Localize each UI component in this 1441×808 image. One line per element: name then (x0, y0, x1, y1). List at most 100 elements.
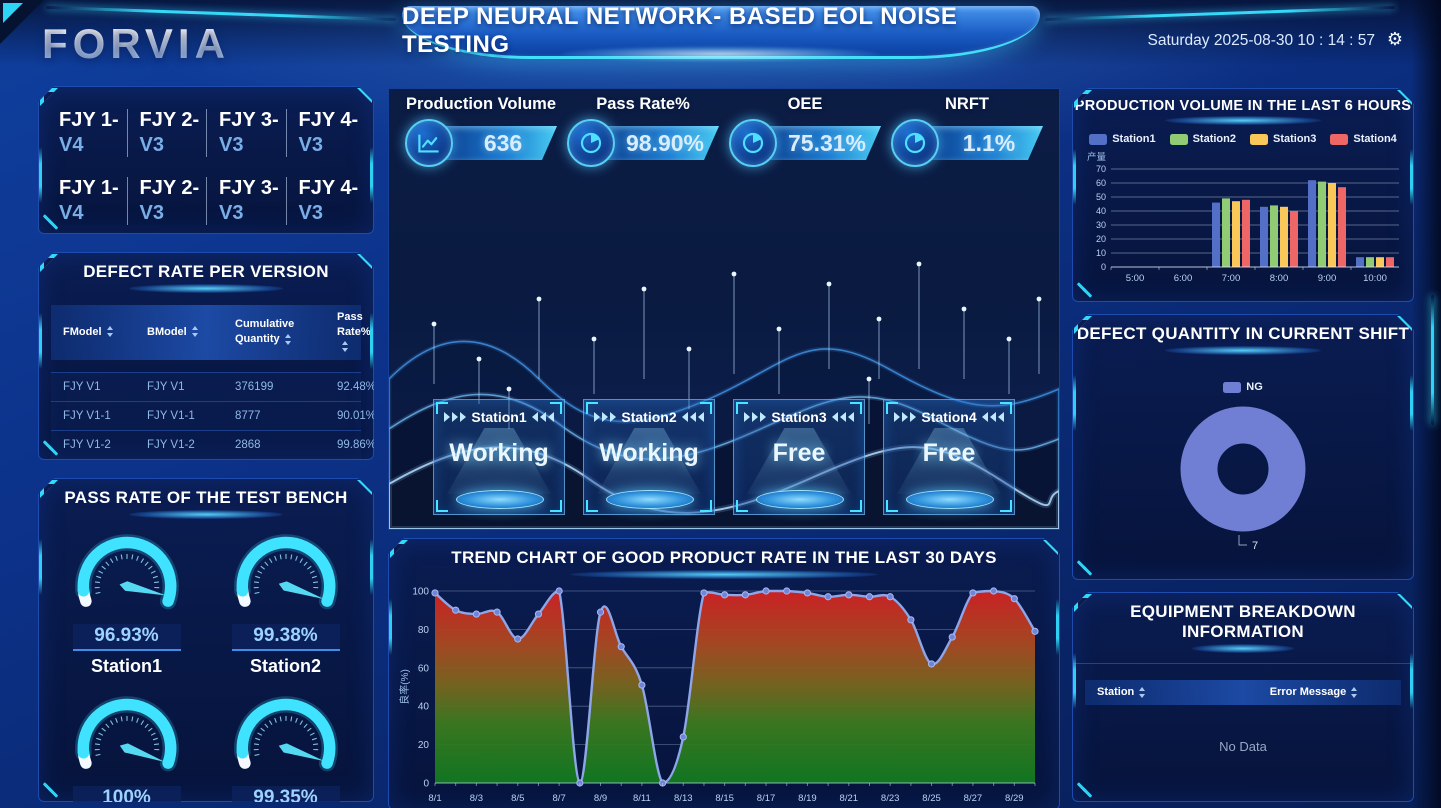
panel-title: PASS RATE OF THE TEST BENCH (64, 488, 348, 507)
svg-text:8/5: 8/5 (511, 793, 524, 804)
pie-chart-icon (567, 119, 615, 167)
svg-text:8/7: 8/7 (553, 793, 566, 804)
gauge-station1: 96.93% Station1 (47, 525, 206, 677)
defect-table-header: FModel BModel Cumulative Quantity Pass R… (51, 305, 361, 360)
svg-text:10:00: 10:00 (1363, 273, 1387, 284)
svg-text:8/11: 8/11 (633, 793, 651, 804)
version-button[interactable]: FJY 4- V3 (286, 109, 366, 157)
defect-table-body: FJY V1 FJY V1 376199 92.48% FJY V1-1 FJY V1-… (51, 372, 361, 459)
production-volume-panel: PRODUCTION VOLUME IN THE LAST 6 HOURS St… (1072, 88, 1414, 302)
version-button[interactable]: FJY 3- V3 (206, 177, 286, 225)
svg-text:60: 60 (1096, 178, 1106, 188)
table-row: FJY V1 FJY V1 376199 92.48% (51, 372, 361, 401)
svg-text:8/25: 8/25 (922, 793, 941, 804)
chevron-left-icon (981, 412, 1004, 422)
gauge-value: 99.35% (232, 786, 340, 808)
chevron-left-icon (531, 412, 554, 422)
legend-swatch (1330, 134, 1348, 145)
gauge-chart (220, 687, 352, 781)
kpi-oee: OEE 75.31% (729, 95, 881, 167)
svg-text:30: 30 (1096, 220, 1106, 230)
station-card-3: Station3 Free (733, 399, 865, 515)
svg-text:7: 7 (1252, 540, 1258, 552)
defect-donut-chart: 7 (1083, 397, 1403, 557)
title-underline (1192, 644, 1294, 653)
svg-text:60: 60 (418, 663, 430, 674)
panel-title: DEFECT RATE PER VERSION (83, 262, 329, 281)
sort-icon (285, 334, 292, 345)
svg-text:40: 40 (1096, 206, 1106, 216)
bar-chart-legend: Station1 Station2 Station3 Station4 (1073, 133, 1413, 145)
gauge-chart (61, 687, 193, 781)
svg-text:8/23: 8/23 (881, 793, 900, 804)
svg-text:5:00: 5:00 (1126, 273, 1145, 284)
page-title: DEEP NEURAL NETWORK- BASED EOL NOISE TES… (402, 3, 958, 58)
chevron-left-icon (681, 412, 704, 422)
chevron-right-icon (444, 412, 467, 422)
kpi-nrft: NRFT 1.1% (891, 95, 1043, 167)
title-underline (129, 510, 283, 519)
gauge-chart (220, 525, 352, 619)
legend-item[interactable]: Station4 (1330, 133, 1396, 145)
svg-text:80: 80 (418, 625, 430, 636)
svg-text:7:00: 7:00 (1222, 273, 1241, 284)
svg-text:良率(%): 良率(%) (398, 669, 411, 705)
corner-chevrons (1076, 282, 1092, 298)
svg-text:70: 70 (1096, 164, 1106, 174)
datetime-display: Saturday 2025-08-30 10 : 14 : 57 (1147, 32, 1376, 49)
svg-text:20: 20 (418, 740, 430, 751)
svg-text:8/19: 8/19 (798, 793, 817, 804)
divider (1073, 663, 1413, 664)
legend-swatch (1170, 134, 1188, 145)
defect-quantity-panel: DEFECT QUANTITY IN CURRENT SHIFT NG 7 (1072, 314, 1414, 580)
sort-icon (192, 326, 199, 337)
legend-item[interactable]: Station3 (1250, 133, 1316, 145)
svg-text:0: 0 (1101, 262, 1106, 272)
legend-item[interactable]: Station2 (1170, 133, 1236, 145)
version-button[interactable]: FJY 3- V3 (206, 109, 286, 157)
version-button[interactable]: FJY 1- V4 (59, 109, 119, 156)
right-edge-accent (1431, 295, 1434, 425)
svg-text:8/1: 8/1 (428, 793, 441, 804)
version-button[interactable]: FJY 4- V3 (286, 177, 366, 225)
kpi-value-bar: 1.1% (927, 126, 1043, 160)
table-row: FJY V1-2 FJY V1-2 2868 99.86% (51, 430, 361, 459)
defect-rate-panel: DEFECT RATE PER VERSION FModel BModel Cu… (38, 252, 374, 460)
sort-header-error[interactable]: Error Message (1215, 685, 1401, 700)
kpi-pass-rate: Pass Rate% 98.90% (567, 95, 719, 167)
podium-decoration (906, 490, 994, 509)
line-chart-icon (405, 119, 453, 167)
legend-item-ng[interactable]: NG (1223, 381, 1263, 393)
corner-chevrons (42, 440, 58, 456)
equipment-breakdown-panel: EQUIPMENT BREAKDOWN INFORMATION Station … (1072, 592, 1414, 802)
version-button[interactable]: FJY 2- V3 (127, 177, 207, 225)
corner-chevrons (42, 782, 58, 798)
svg-text:6:00: 6:00 (1174, 273, 1193, 284)
sort-icon (1351, 687, 1358, 698)
title-underline (1165, 116, 1321, 125)
gauge-label: Station2 (249, 656, 321, 676)
version-button[interactable]: FJY 1- V4 (59, 177, 119, 224)
sort-header-quantity[interactable]: Cumulative Quantity (235, 318, 295, 346)
sort-header-fmodel[interactable]: FModel (51, 325, 135, 340)
panel-title: TREND CHART OF GOOD PRODUCT RATE IN THE … (451, 548, 997, 567)
gauge-grid: 96.93% Station1 99.38% Station2 100% Sta… (39, 519, 373, 808)
gear-icon[interactable]: ⚙ (1386, 29, 1403, 49)
version-button[interactable]: FJY 2- V3 (127, 109, 207, 157)
corner-chevrons (1076, 560, 1092, 576)
gauge-value: 99.38% (232, 624, 340, 651)
gauge-value: 96.93% (73, 624, 181, 651)
legend-item[interactable]: Station1 (1089, 133, 1155, 145)
gauge-station4: 99.35% Station4 (206, 687, 365, 808)
sort-header-station[interactable]: Station (1085, 685, 1215, 700)
sort-header-bmodel[interactable]: BModel (135, 325, 223, 340)
sort-header-passrate[interactable]: Pass Rate% (325, 310, 371, 355)
station-status: Working (599, 439, 699, 467)
pass-rate-panel: PASS RATE OF THE TEST BENCH 96.93% Stati… (38, 478, 374, 802)
svg-text:8/13: 8/13 (674, 793, 693, 804)
svg-text:产量: 产量 (1087, 151, 1107, 163)
legend-swatch (1250, 134, 1268, 145)
kpi-row: Production Volume 636 Pass Rate% 98.90% (389, 89, 1059, 167)
